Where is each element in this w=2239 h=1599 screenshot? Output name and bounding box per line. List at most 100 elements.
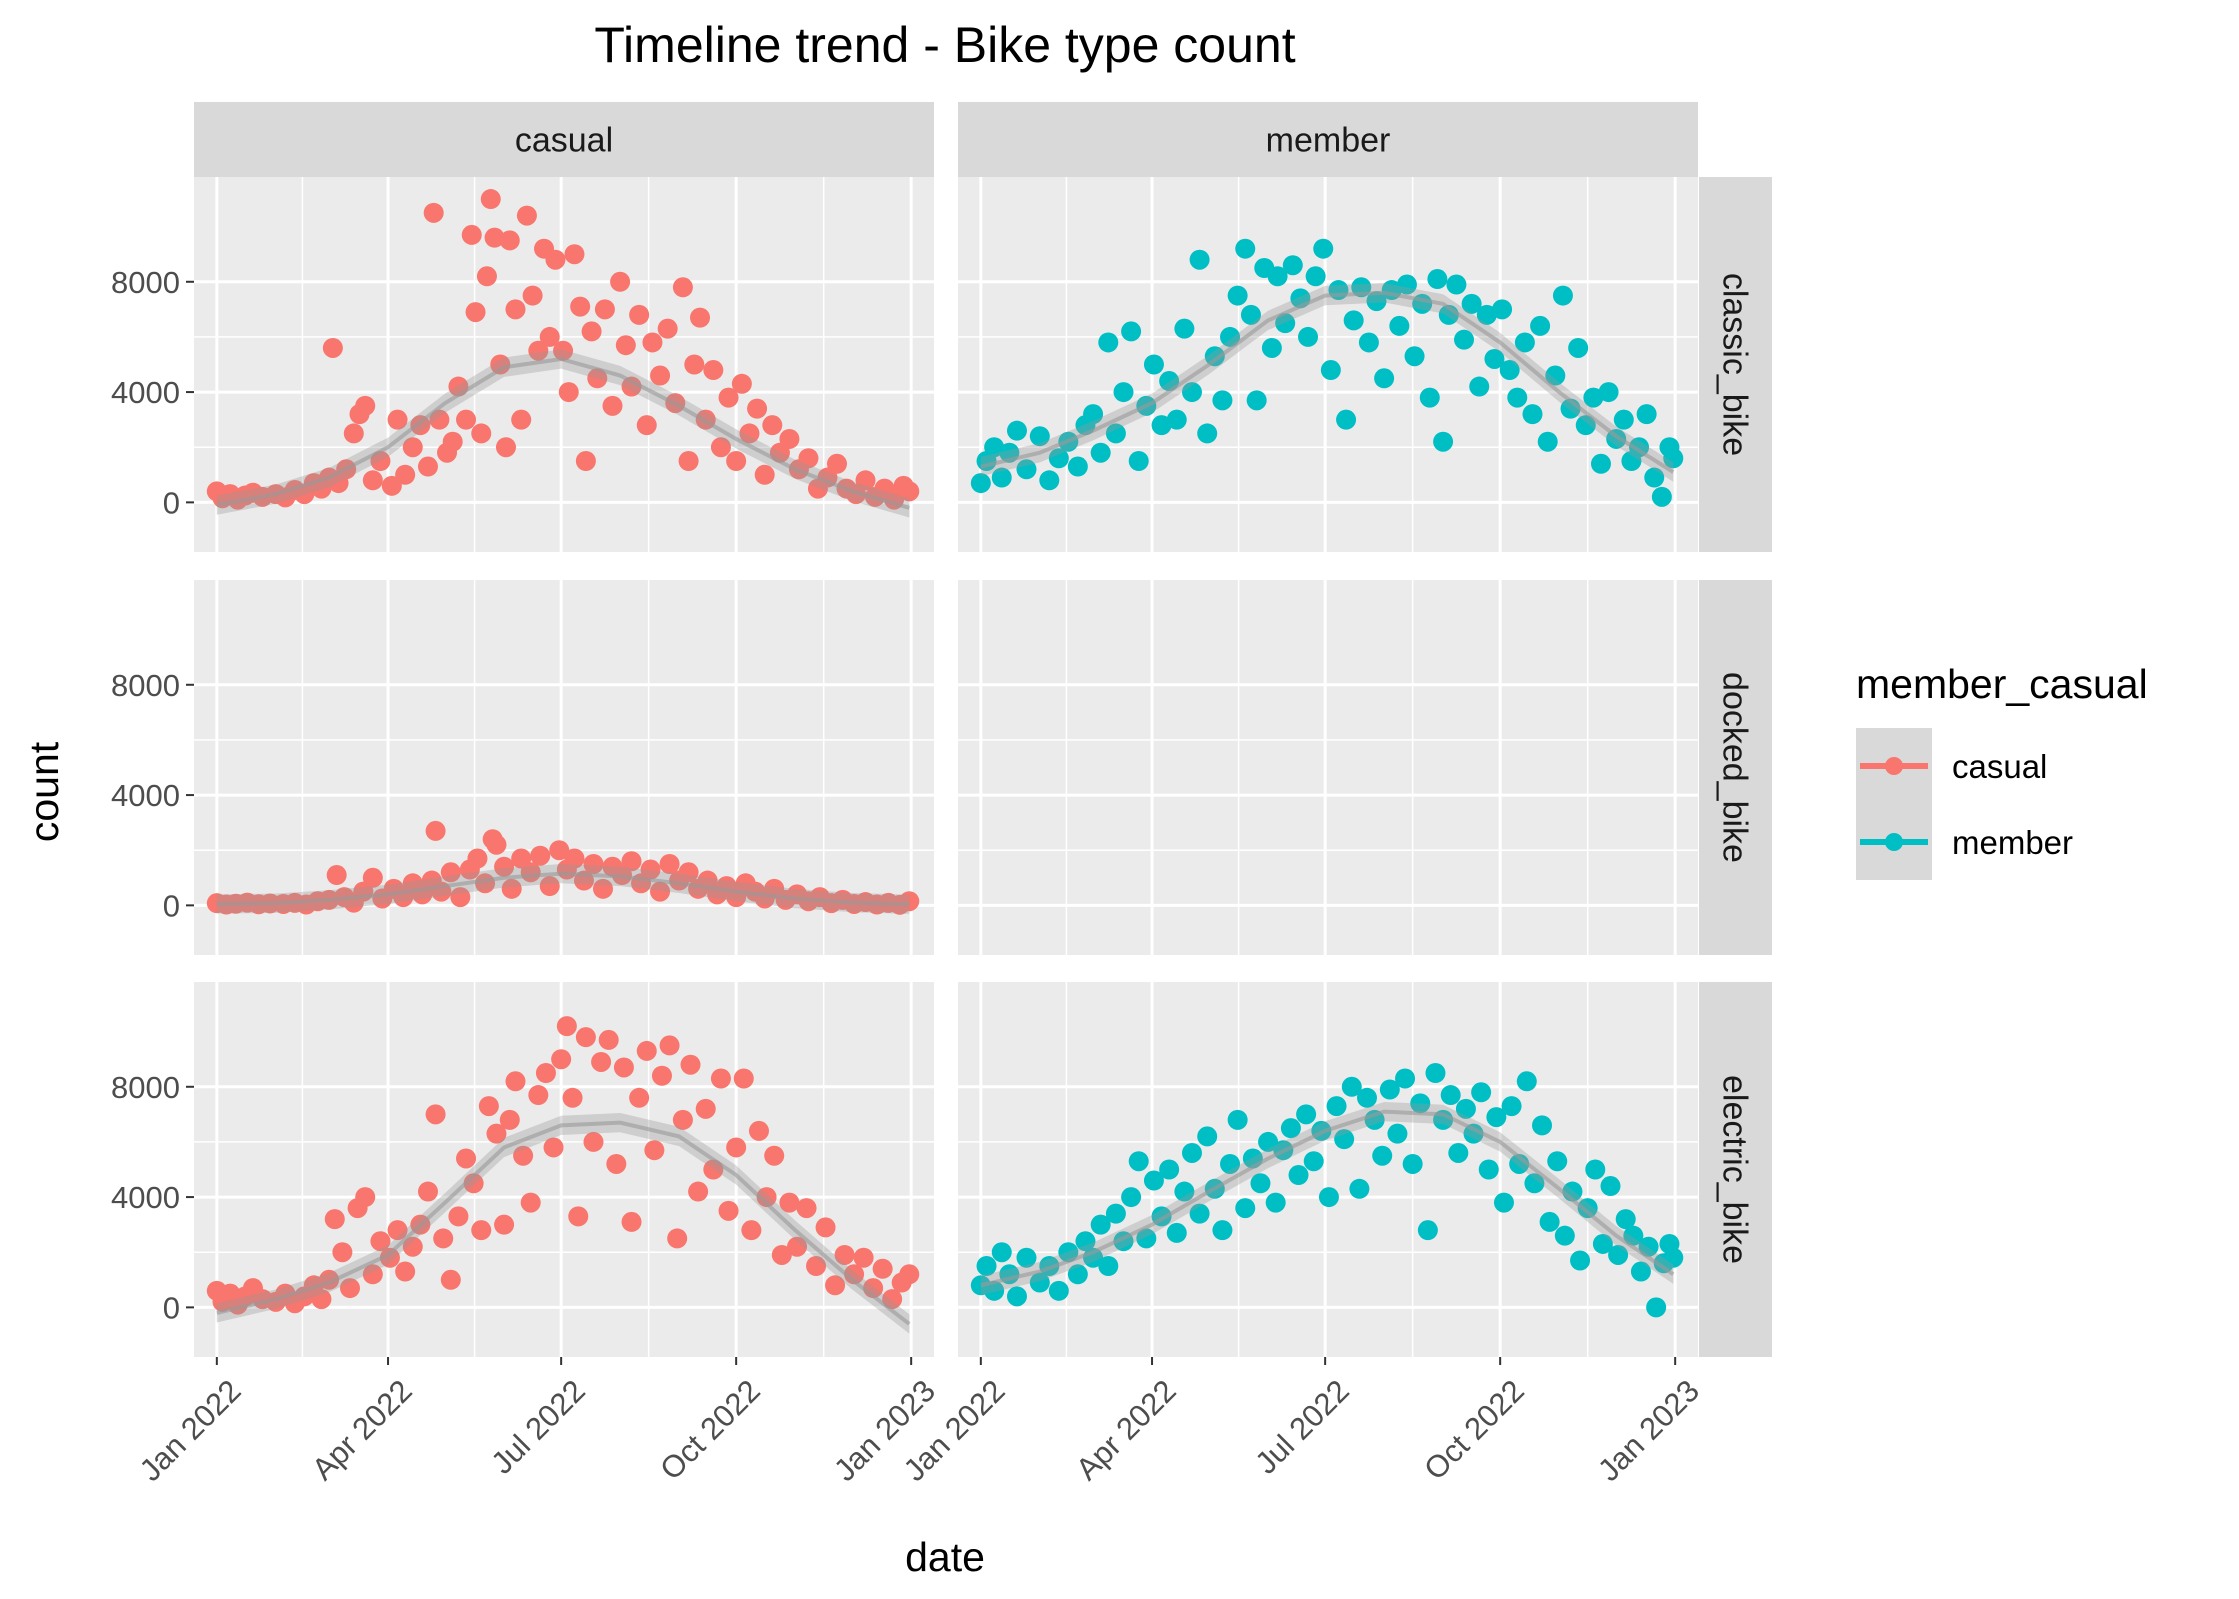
data-point <box>806 1256 827 1277</box>
smooth-line <box>216 871 910 907</box>
data-point <box>1554 1225 1575 1246</box>
x-tick-label: Jul 2022 <box>1248 1373 1356 1481</box>
data-point <box>355 395 376 416</box>
data-point <box>442 431 463 452</box>
data-point <box>495 437 516 458</box>
y-tick-label: 0 <box>163 888 180 923</box>
data-point <box>1552 285 1573 306</box>
data-point <box>684 354 705 375</box>
data-point <box>1048 1280 1069 1301</box>
data-point <box>1663 1247 1684 1268</box>
data-point <box>456 409 477 430</box>
data-point <box>545 249 566 270</box>
data-point <box>754 464 775 485</box>
data-point <box>1039 470 1060 491</box>
data-point <box>471 1220 492 1241</box>
data-point <box>456 1148 477 1169</box>
data-point <box>731 373 752 394</box>
data-point <box>465 302 486 323</box>
strip-member <box>958 102 1698 177</box>
data-point <box>476 266 497 287</box>
smooth-line <box>980 1109 1675 1288</box>
panel-member-classic_bike <box>958 177 1698 552</box>
data-point <box>1067 1264 1088 1285</box>
data-point <box>1235 238 1256 259</box>
strip-label-electric_bike: electric_bike <box>1716 1075 1754 1264</box>
data-point <box>311 1289 332 1310</box>
data-point <box>825 1275 846 1296</box>
data-point <box>1212 390 1233 411</box>
data-point <box>718 1200 739 1221</box>
data-point <box>1539 1211 1560 1232</box>
data-point <box>659 1035 680 1056</box>
data-point <box>480 189 501 210</box>
legend-point-casual <box>1885 757 1903 775</box>
data-point <box>739 423 760 444</box>
data-point <box>1396 274 1417 295</box>
data-point <box>1113 382 1134 403</box>
panel-member-docked_bike <box>958 580 1698 955</box>
data-point <box>511 409 532 430</box>
data-point <box>1484 348 1505 369</box>
data-point <box>779 1192 800 1213</box>
data-point <box>594 299 615 320</box>
data-point <box>1471 1082 1492 1103</box>
data-point <box>1575 415 1596 436</box>
data-point <box>1282 255 1303 276</box>
data-point <box>678 451 699 472</box>
data-point <box>1600 1176 1621 1197</box>
data-point <box>1159 1159 1180 1180</box>
data-point <box>1514 332 1535 353</box>
y-tick-label: 8000 <box>111 265 180 300</box>
data-point <box>1530 315 1551 336</box>
data-point <box>1318 1187 1339 1208</box>
data-point <box>667 1228 688 1249</box>
data-point <box>853 1247 874 1268</box>
data-point <box>1630 1261 1651 1282</box>
data-point <box>672 1109 693 1130</box>
data-point <box>703 360 724 381</box>
data-point <box>450 887 471 908</box>
data-point <box>1006 1286 1027 1307</box>
series-member-classic_bike <box>970 238 1684 507</box>
data-point <box>1326 1096 1347 1117</box>
data-point <box>1227 1109 1248 1130</box>
data-point <box>606 1153 627 1174</box>
strip-label-casual: casual <box>515 122 613 160</box>
data-point <box>1240 304 1261 325</box>
data-point <box>583 854 604 875</box>
data-point <box>1522 404 1543 425</box>
data-point <box>610 271 631 292</box>
data-point <box>528 1085 549 1106</box>
data-point <box>1189 1203 1210 1224</box>
data-point <box>1105 1203 1126 1224</box>
data-point <box>395 464 416 485</box>
data-point <box>726 1137 747 1158</box>
data-point <box>1592 1233 1613 1254</box>
data-point <box>644 1140 665 1161</box>
data-point <box>1644 467 1665 488</box>
data-point <box>1389 315 1410 336</box>
data-point <box>402 437 423 458</box>
data-point <box>1349 1178 1370 1199</box>
data-point <box>872 1258 893 1279</box>
y-tick-label: 4000 <box>111 778 180 813</box>
smooth-line <box>216 1120 911 1326</box>
data-point <box>1197 423 1218 444</box>
data-point <box>591 1051 612 1072</box>
panel-background <box>958 982 1698 1357</box>
data-point <box>1189 249 1210 270</box>
data-point <box>657 318 678 339</box>
data-point <box>501 878 522 899</box>
data-point <box>1507 387 1528 408</box>
data-point <box>1280 1118 1301 1139</box>
data-point <box>1121 321 1142 342</box>
strip-docked_bike <box>1699 580 1772 955</box>
data-point <box>1425 1062 1446 1083</box>
data-point <box>575 451 596 472</box>
data-point <box>1016 459 1037 480</box>
data-point <box>402 1236 423 1257</box>
data-point <box>1476 304 1497 325</box>
data-point <box>680 1054 701 1075</box>
data-point <box>1105 423 1126 444</box>
